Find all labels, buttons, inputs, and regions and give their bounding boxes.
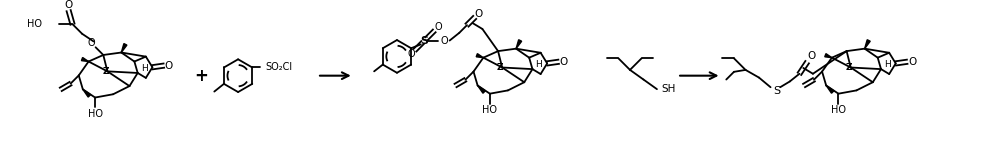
Text: O: O: [474, 9, 483, 19]
Text: S: S: [773, 86, 780, 96]
Polygon shape: [478, 86, 485, 93]
Text: O: O: [407, 49, 415, 59]
Text: H: H: [536, 60, 542, 69]
Text: H: H: [884, 60, 891, 69]
Text: Z: Z: [497, 63, 503, 72]
Text: O: O: [908, 57, 916, 67]
Text: HO: HO: [27, 19, 42, 29]
Text: SO₂Cl: SO₂Cl: [266, 62, 293, 72]
Polygon shape: [865, 40, 870, 49]
Text: SH: SH: [661, 84, 676, 94]
Text: H: H: [141, 64, 148, 72]
Text: +: +: [195, 67, 208, 85]
Text: O: O: [559, 57, 568, 67]
Text: O: O: [807, 51, 815, 61]
Polygon shape: [825, 54, 832, 58]
Polygon shape: [476, 54, 483, 58]
Polygon shape: [516, 40, 522, 49]
Text: O: O: [88, 38, 96, 48]
Text: HO: HO: [482, 105, 497, 115]
Polygon shape: [826, 86, 834, 93]
Polygon shape: [81, 57, 89, 61]
Text: O: O: [440, 36, 448, 46]
Text: Z: Z: [846, 63, 852, 72]
Polygon shape: [121, 44, 127, 52]
Text: Z: Z: [102, 67, 109, 76]
Text: HO: HO: [831, 105, 846, 115]
Text: O: O: [165, 61, 173, 71]
Text: O: O: [434, 22, 442, 32]
Text: HO: HO: [88, 109, 103, 119]
Text: O: O: [65, 0, 73, 10]
Polygon shape: [83, 89, 91, 97]
Text: S: S: [421, 36, 429, 46]
